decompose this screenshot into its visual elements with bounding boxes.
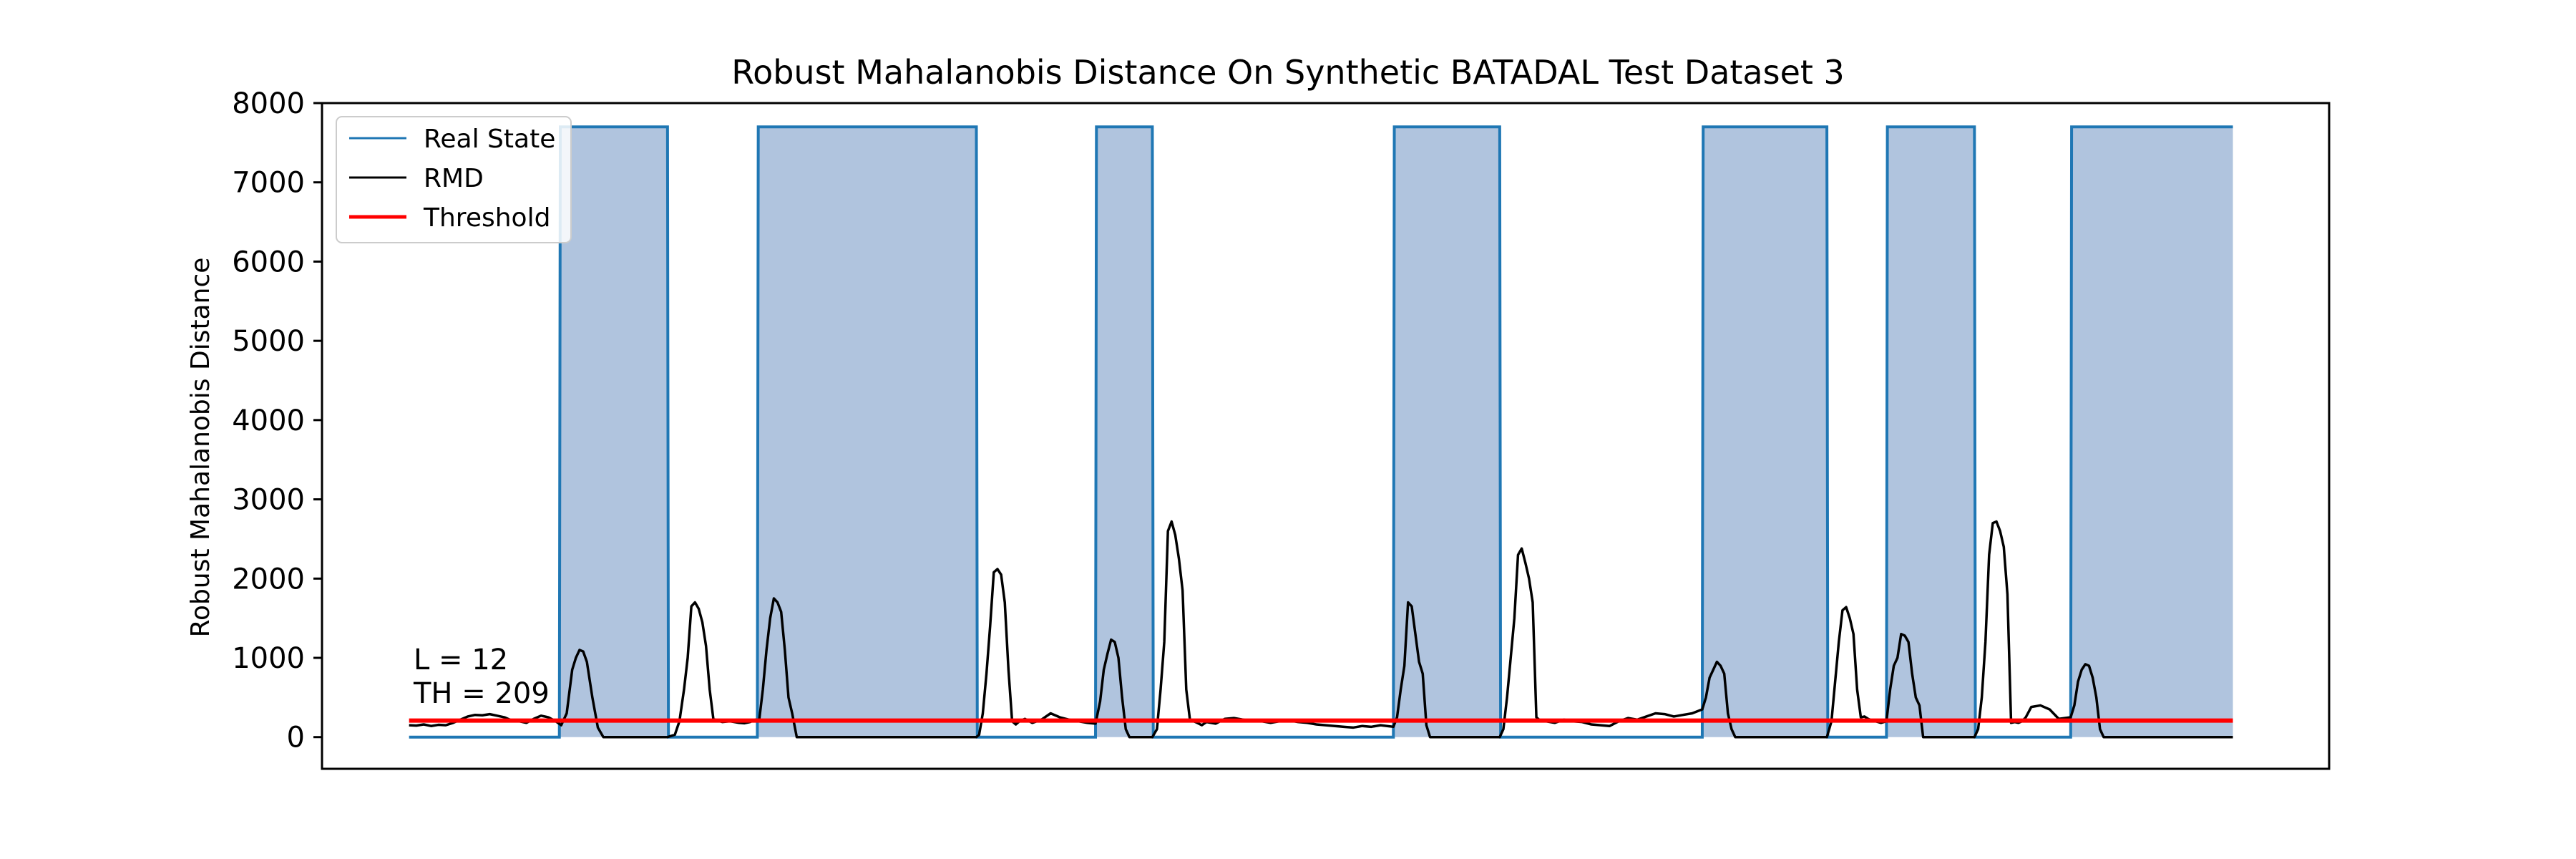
y-tick-label: 1000 <box>232 642 305 675</box>
attack-region-2 <box>757 127 977 737</box>
attack-regions <box>559 127 2233 737</box>
y-tick-label: 2000 <box>232 563 305 596</box>
attack-region-7 <box>2070 127 2233 737</box>
y-axis-label: Robust Mahalanobis Distance <box>186 258 215 638</box>
annotations: L = 12 TH = 209 <box>413 644 550 710</box>
real-state-line <box>409 125 2233 739</box>
y-tick-label: 5000 <box>232 325 305 358</box>
y-tick-label: 4000 <box>232 404 305 437</box>
attack-region-5 <box>1702 127 1828 737</box>
legend-label-rmd: RMD <box>424 164 484 193</box>
legend: Real State RMD Threshold <box>336 116 572 243</box>
annotation-window-length: L = 12 <box>414 644 508 676</box>
y-axis-ticks: 0 1000 2000 3000 4000 5000 6000 7000 8000 <box>232 87 322 754</box>
plot-area <box>409 125 2233 739</box>
y-tick-label: 7000 <box>232 167 305 200</box>
y-tick-label: 8000 <box>232 87 305 120</box>
chart-title: Robust Mahalanobis Distance On Synthetic… <box>731 53 1845 92</box>
attack-region-3 <box>1096 127 1153 737</box>
attack-region-4 <box>1393 127 1500 737</box>
legend-label-threshold: Threshold <box>423 203 550 233</box>
plot-frame <box>321 102 2331 770</box>
attack-region-1 <box>559 127 668 737</box>
legend-label-real-state: Real State <box>424 125 555 154</box>
legend-box <box>336 116 572 243</box>
y-tick-label: 3000 <box>232 484 305 517</box>
rmd-line <box>409 520 2233 739</box>
y-tick-label: 0 <box>287 722 305 754</box>
annotation-threshold-value: TH = 209 <box>413 677 550 710</box>
y-tick-label: 6000 <box>232 246 305 278</box>
